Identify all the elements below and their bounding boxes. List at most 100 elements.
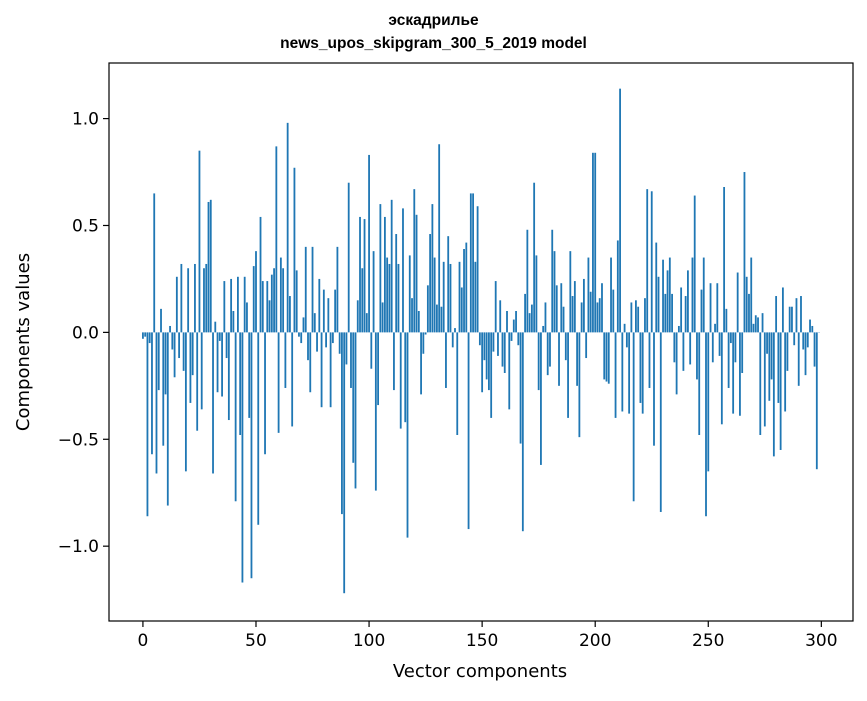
bar bbox=[520, 332, 522, 443]
chart-title: эскадрилье bbox=[0, 12, 867, 30]
x-tick-label: 300 bbox=[805, 631, 837, 651]
y-tick-label: 0.0 bbox=[72, 323, 99, 343]
bar bbox=[526, 230, 528, 333]
bar bbox=[615, 332, 617, 418]
bar bbox=[287, 123, 289, 333]
bar bbox=[474, 262, 476, 333]
bar bbox=[610, 258, 612, 333]
bar bbox=[214, 322, 216, 333]
bar bbox=[658, 277, 660, 333]
bar bbox=[183, 332, 185, 370]
bar bbox=[764, 332, 766, 426]
bar bbox=[689, 332, 691, 364]
bar bbox=[312, 247, 314, 333]
bar bbox=[357, 300, 359, 332]
bar bbox=[676, 332, 678, 394]
bar bbox=[452, 332, 454, 347]
bar bbox=[237, 277, 239, 333]
bar bbox=[694, 196, 696, 333]
bar bbox=[327, 298, 329, 332]
bar bbox=[746, 277, 748, 333]
bar bbox=[226, 332, 228, 358]
bar bbox=[391, 200, 393, 333]
bar bbox=[144, 332, 146, 336]
bar bbox=[757, 317, 759, 332]
bar bbox=[682, 332, 684, 370]
bar bbox=[569, 251, 571, 332]
y-tick-label: 0.5 bbox=[72, 216, 99, 236]
bar bbox=[621, 332, 623, 411]
bar bbox=[232, 311, 234, 332]
bar bbox=[416, 215, 418, 333]
bar bbox=[289, 296, 291, 332]
bar bbox=[402, 208, 404, 332]
bar bbox=[393, 332, 395, 390]
bar bbox=[667, 270, 669, 332]
bar bbox=[162, 332, 164, 445]
bar bbox=[744, 172, 746, 332]
bar bbox=[194, 264, 196, 332]
bar bbox=[368, 155, 370, 332]
bar bbox=[470, 193, 472, 332]
bar bbox=[533, 183, 535, 333]
x-tick-label: 0 bbox=[138, 631, 149, 651]
bar bbox=[176, 277, 178, 333]
bar bbox=[418, 311, 420, 332]
x-tick-label: 150 bbox=[466, 631, 498, 651]
bar bbox=[221, 332, 223, 396]
bar bbox=[212, 332, 214, 473]
bar bbox=[558, 332, 560, 385]
bar bbox=[373, 251, 375, 332]
y-tick-label: −0.5 bbox=[58, 430, 99, 450]
bar bbox=[409, 255, 411, 332]
bar bbox=[352, 332, 354, 462]
bar bbox=[420, 332, 422, 394]
bar bbox=[630, 302, 632, 332]
bar bbox=[158, 332, 160, 390]
bar bbox=[147, 332, 149, 516]
bar bbox=[671, 294, 673, 332]
bar bbox=[551, 230, 553, 333]
bar bbox=[346, 332, 348, 364]
bar bbox=[190, 332, 192, 403]
bar bbox=[748, 294, 750, 332]
bar bbox=[811, 326, 813, 332]
bar bbox=[737, 273, 739, 333]
bar bbox=[436, 305, 438, 333]
bar bbox=[463, 249, 465, 332]
bar bbox=[242, 332, 244, 582]
bar bbox=[395, 234, 397, 332]
bar bbox=[337, 247, 339, 333]
bar bbox=[205, 264, 207, 332]
bar bbox=[477, 206, 479, 332]
bar bbox=[651, 191, 653, 332]
bar bbox=[705, 332, 707, 516]
bar bbox=[355, 332, 357, 488]
bar bbox=[581, 302, 583, 332]
bar bbox=[199, 151, 201, 333]
bar bbox=[361, 268, 363, 332]
bar bbox=[348, 183, 350, 333]
bar bbox=[517, 332, 519, 345]
bar bbox=[490, 332, 492, 418]
bar bbox=[710, 283, 712, 332]
bar bbox=[447, 236, 449, 332]
bar bbox=[721, 332, 723, 424]
bar bbox=[248, 332, 250, 418]
bar bbox=[230, 279, 232, 332]
bar bbox=[244, 277, 246, 333]
bar bbox=[578, 332, 580, 437]
bar bbox=[513, 320, 515, 333]
bar bbox=[502, 332, 504, 366]
bar bbox=[483, 332, 485, 360]
bar bbox=[628, 332, 630, 413]
bar bbox=[422, 332, 424, 353]
bar bbox=[536, 255, 538, 332]
bar bbox=[542, 326, 544, 332]
bars-group bbox=[142, 89, 820, 594]
bar bbox=[384, 217, 386, 332]
bar bbox=[603, 332, 605, 379]
bar bbox=[732, 332, 734, 413]
bar bbox=[255, 251, 257, 332]
